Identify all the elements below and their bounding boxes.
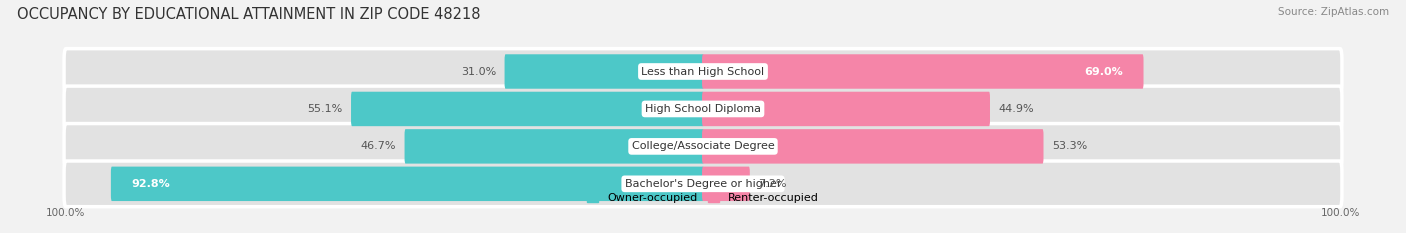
Text: 44.9%: 44.9%: [998, 104, 1035, 114]
FancyBboxPatch shape: [65, 86, 1341, 132]
Text: OCCUPANCY BY EDUCATIONAL ATTAINMENT IN ZIP CODE 48218: OCCUPANCY BY EDUCATIONAL ATTAINMENT IN Z…: [17, 7, 481, 22]
Text: Bachelor's Degree or higher: Bachelor's Degree or higher: [624, 179, 782, 189]
Text: Less than High School: Less than High School: [641, 66, 765, 76]
Text: High School Diploma: High School Diploma: [645, 104, 761, 114]
FancyBboxPatch shape: [352, 92, 704, 126]
Text: 100.0%: 100.0%: [1320, 208, 1360, 218]
Text: 46.7%: 46.7%: [360, 141, 396, 151]
Text: 69.0%: 69.0%: [1084, 66, 1123, 76]
FancyBboxPatch shape: [65, 161, 1341, 207]
FancyBboxPatch shape: [702, 54, 1143, 89]
FancyBboxPatch shape: [702, 92, 990, 126]
Legend: Owner-occupied, Renter-occupied: Owner-occupied, Renter-occupied: [582, 189, 824, 208]
Text: 53.3%: 53.3%: [1052, 141, 1087, 151]
FancyBboxPatch shape: [702, 129, 1043, 164]
FancyBboxPatch shape: [505, 54, 704, 89]
Text: 55.1%: 55.1%: [307, 104, 343, 114]
Text: 7.2%: 7.2%: [758, 179, 787, 189]
Text: 92.8%: 92.8%: [131, 179, 170, 189]
FancyBboxPatch shape: [111, 167, 704, 201]
FancyBboxPatch shape: [65, 123, 1341, 169]
FancyBboxPatch shape: [405, 129, 704, 164]
FancyBboxPatch shape: [65, 49, 1341, 94]
FancyBboxPatch shape: [702, 167, 749, 201]
Text: College/Associate Degree: College/Associate Degree: [631, 141, 775, 151]
Text: 100.0%: 100.0%: [46, 208, 86, 218]
Text: Source: ZipAtlas.com: Source: ZipAtlas.com: [1278, 7, 1389, 17]
Text: 31.0%: 31.0%: [461, 66, 496, 76]
